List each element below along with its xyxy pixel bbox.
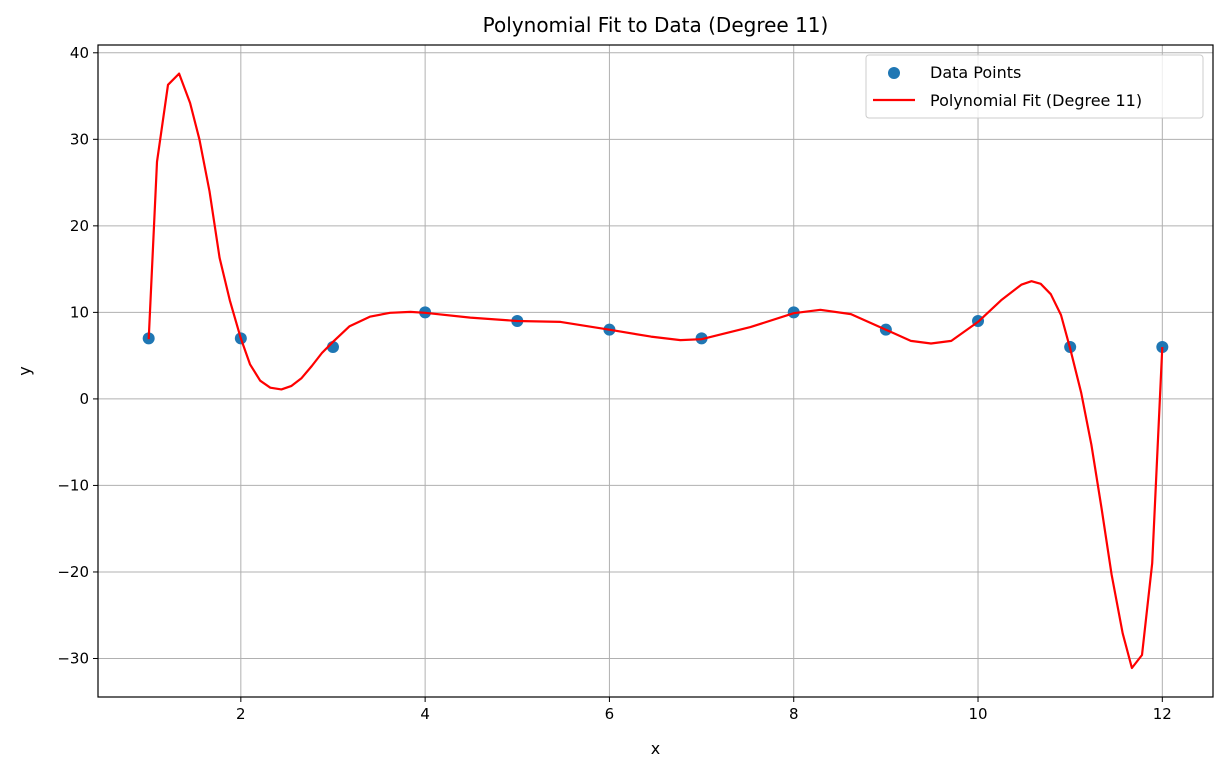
legend-label-polynomial-fit: Polynomial Fit (Degree 11) [930, 91, 1142, 110]
y-tick-label: 30 [70, 130, 89, 148]
y-tick-label: −20 [57, 563, 89, 581]
plot-frame [97, 44, 1214, 698]
y-axis-label: y [15, 366, 34, 375]
y-tick-label: 0 [79, 390, 89, 408]
ticks: 2 4 6 8 10 12 −30 −20 −10 0 10 20 30 40 [57, 44, 1172, 723]
x-tick-label: 2 [236, 705, 246, 723]
polynomial-fit-line [147, 72, 1164, 670]
legend-label-data-points: Data Points [930, 63, 1021, 82]
legend-marker-data-points [888, 67, 900, 79]
legend-box [865, 54, 1204, 119]
x-tick-label: 8 [789, 705, 799, 723]
series-layer [142, 72, 1169, 670]
chart-title: Polynomial Fit to Data (Degree 11) [483, 13, 829, 37]
legend: Data Points Polynomial Fit (Degree 11) [865, 54, 1204, 119]
data-point [1156, 340, 1169, 353]
y-tick-label: 20 [70, 217, 89, 235]
x-tick-label: 4 [420, 705, 430, 723]
y-tick-label: −10 [57, 476, 89, 494]
x-tick-label: 10 [968, 705, 987, 723]
y-tick-label: −30 [57, 649, 89, 667]
y-tick-label: 10 [70, 303, 89, 321]
y-tick-label: 40 [70, 44, 89, 62]
x-axis-label: x [651, 739, 660, 758]
x-tick-label: 12 [1153, 705, 1172, 723]
grid [98, 45, 1213, 697]
x-tick-label: 6 [605, 705, 615, 723]
